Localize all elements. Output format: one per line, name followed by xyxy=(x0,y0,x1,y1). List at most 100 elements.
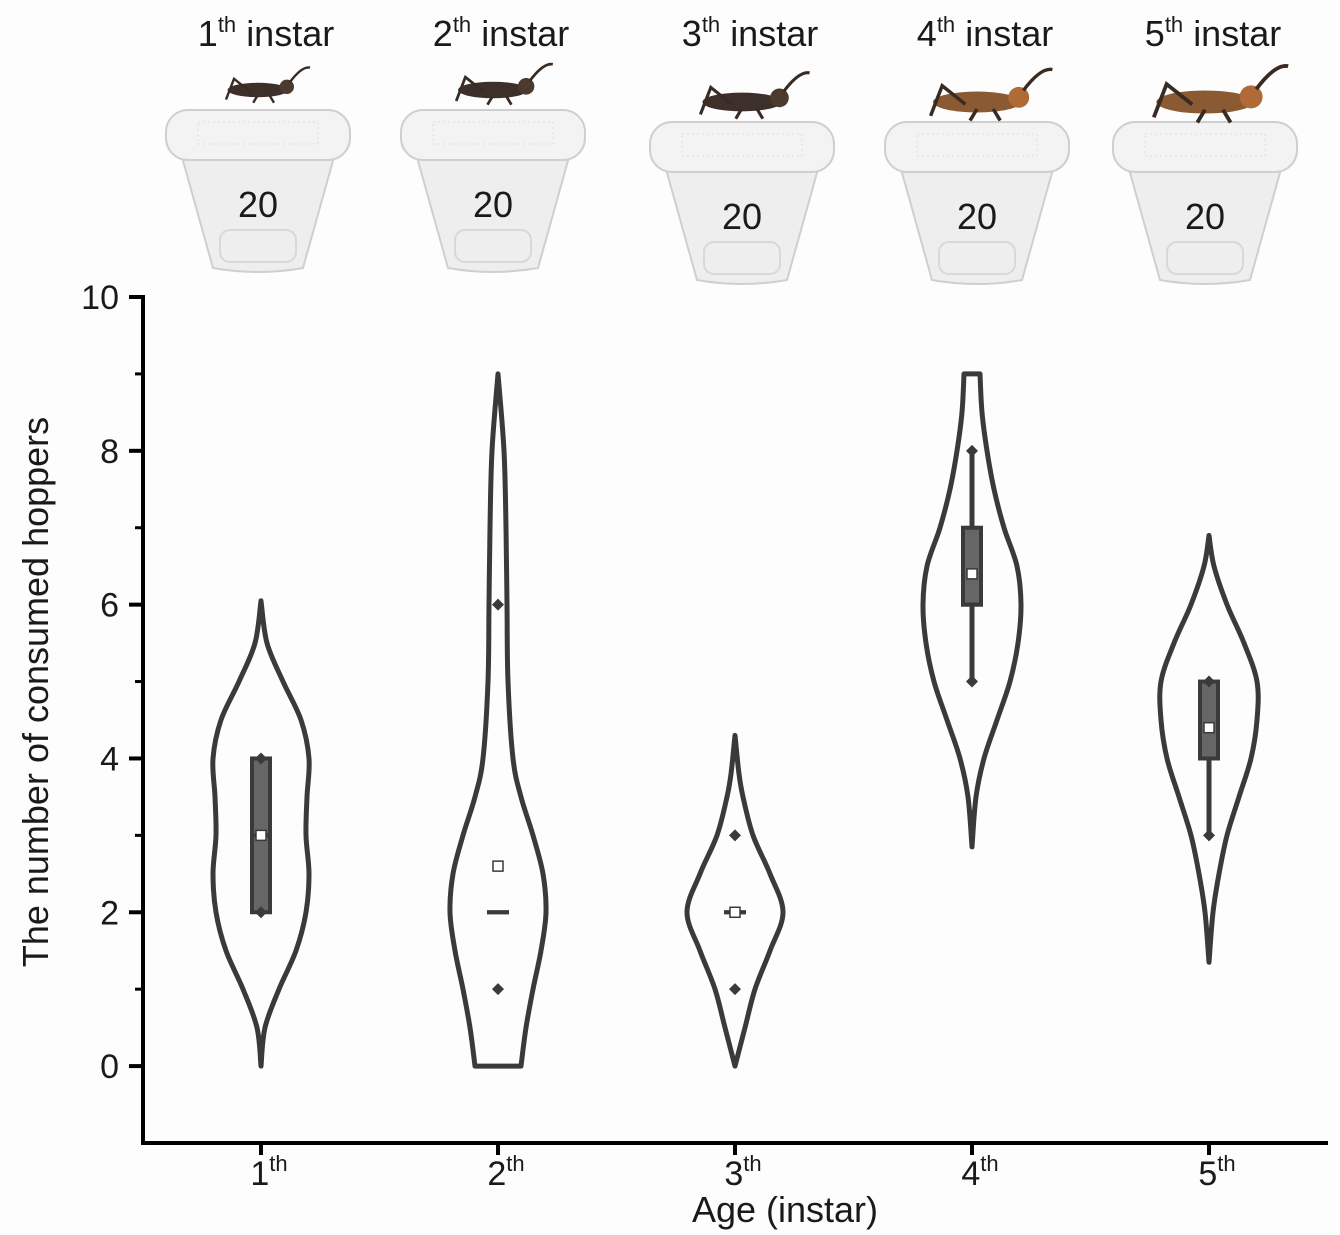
cup-lid xyxy=(1112,121,1298,173)
extreme-point xyxy=(492,598,504,611)
mean xyxy=(966,568,978,580)
panel-title: 1th instar xyxy=(198,12,334,54)
x-tick-suffix: th xyxy=(743,1151,761,1176)
space xyxy=(955,13,965,54)
panel-suffix: th xyxy=(453,12,471,37)
panel-word: instar xyxy=(246,13,334,54)
gh-head xyxy=(517,78,535,95)
cup-base xyxy=(1166,241,1244,275)
gh-legs xyxy=(224,66,311,104)
cup-lid xyxy=(649,121,835,173)
extreme-point xyxy=(1203,829,1215,842)
gh-legs xyxy=(698,71,810,120)
x-tick-label: 3th xyxy=(724,1151,761,1193)
gh-head xyxy=(1239,85,1263,109)
extreme-point xyxy=(255,906,267,919)
gh-head xyxy=(279,79,294,94)
cup-base xyxy=(219,229,297,263)
x-tick-suffix: th xyxy=(980,1151,998,1176)
panel-suffix: th xyxy=(937,12,955,37)
x-tick-number: 3 xyxy=(724,1155,743,1193)
grasshopper xyxy=(224,66,311,104)
cup xyxy=(400,109,586,273)
panel-title: 4th instar xyxy=(917,12,1053,54)
cup xyxy=(884,121,1070,285)
cup-lid xyxy=(165,109,351,161)
x-tick-label: 1th xyxy=(250,1151,287,1193)
box xyxy=(961,525,983,607)
mean xyxy=(255,829,267,842)
panel-suffix: th xyxy=(702,12,720,37)
gh-legs xyxy=(928,67,1053,122)
y-axis-label: The number of consumed hoppers xyxy=(15,417,56,967)
cup-base xyxy=(703,241,781,275)
gh-head xyxy=(770,88,789,108)
gh-head xyxy=(1008,86,1030,108)
violin xyxy=(920,371,1024,850)
grasshopper xyxy=(928,67,1053,122)
panel-number: 3 xyxy=(682,13,702,54)
panel-word: instar xyxy=(730,13,818,54)
cup-lid-grid xyxy=(1144,133,1266,157)
x-tick-number: 5 xyxy=(1198,1155,1217,1193)
panel-word: instar xyxy=(1193,13,1281,54)
x-tick-label: 5th xyxy=(1198,1151,1235,1193)
cup-lid-grid xyxy=(432,121,554,145)
y-tick-label: 4 xyxy=(100,740,119,778)
x-tick-suffix: th xyxy=(269,1151,287,1176)
x-tick-number: 2 xyxy=(487,1155,506,1193)
panel-number: 5 xyxy=(1145,13,1165,54)
panel-title: 5th instar xyxy=(1145,12,1281,54)
violin xyxy=(1157,532,1261,965)
y-tick-label: 8 xyxy=(100,433,119,471)
space xyxy=(720,13,730,54)
x-tick-number: 1 xyxy=(250,1155,269,1193)
cup-count: 20 xyxy=(1185,196,1225,237)
grasshopper xyxy=(698,71,810,120)
x-axis-label: Age (instar) xyxy=(692,1189,878,1230)
extreme-point xyxy=(492,983,504,996)
space xyxy=(471,13,481,54)
cup-count: 20 xyxy=(722,196,762,237)
mean xyxy=(1203,721,1215,734)
panel-number: 2 xyxy=(433,13,453,54)
cup xyxy=(649,121,835,285)
cup xyxy=(1112,121,1298,285)
panel-word: instar xyxy=(481,13,569,54)
violin xyxy=(447,371,549,1069)
panel-number: 1 xyxy=(198,13,218,54)
cup-count: 20 xyxy=(473,184,513,225)
cup-lid-grid xyxy=(916,133,1038,157)
cup-lid xyxy=(400,109,586,161)
extreme-point xyxy=(966,444,978,457)
y-tick-label: 6 xyxy=(100,587,119,625)
extreme-point xyxy=(966,675,978,688)
mean xyxy=(492,860,504,872)
panel-title: 2th instar xyxy=(433,12,569,54)
panel-number: 4 xyxy=(917,13,937,54)
panel-word: instar xyxy=(965,13,1053,54)
cup-base xyxy=(454,229,532,263)
cup-count: 20 xyxy=(957,196,997,237)
extreme-point xyxy=(1203,675,1215,688)
y-tick-label: 0 xyxy=(100,1048,119,1086)
mean xyxy=(729,906,741,919)
gh-legs xyxy=(1152,64,1289,124)
x-tick-number: 4 xyxy=(961,1155,980,1193)
panel-suffix: th xyxy=(1165,12,1183,37)
cup-count: 20 xyxy=(238,184,278,225)
extreme-point xyxy=(729,983,741,996)
grasshopper xyxy=(454,62,554,106)
space xyxy=(1183,13,1193,54)
violin xyxy=(684,732,786,1069)
grasshopper xyxy=(1152,64,1289,124)
x-tick-label: 4th xyxy=(961,1151,998,1193)
gh-legs xyxy=(454,62,554,106)
box xyxy=(1198,679,1220,761)
extreme-point xyxy=(255,752,267,765)
space xyxy=(236,13,246,54)
cup-base xyxy=(938,241,1016,275)
violin xyxy=(210,598,312,1069)
panel-title: 3th instar xyxy=(682,12,818,54)
cup xyxy=(165,109,351,273)
